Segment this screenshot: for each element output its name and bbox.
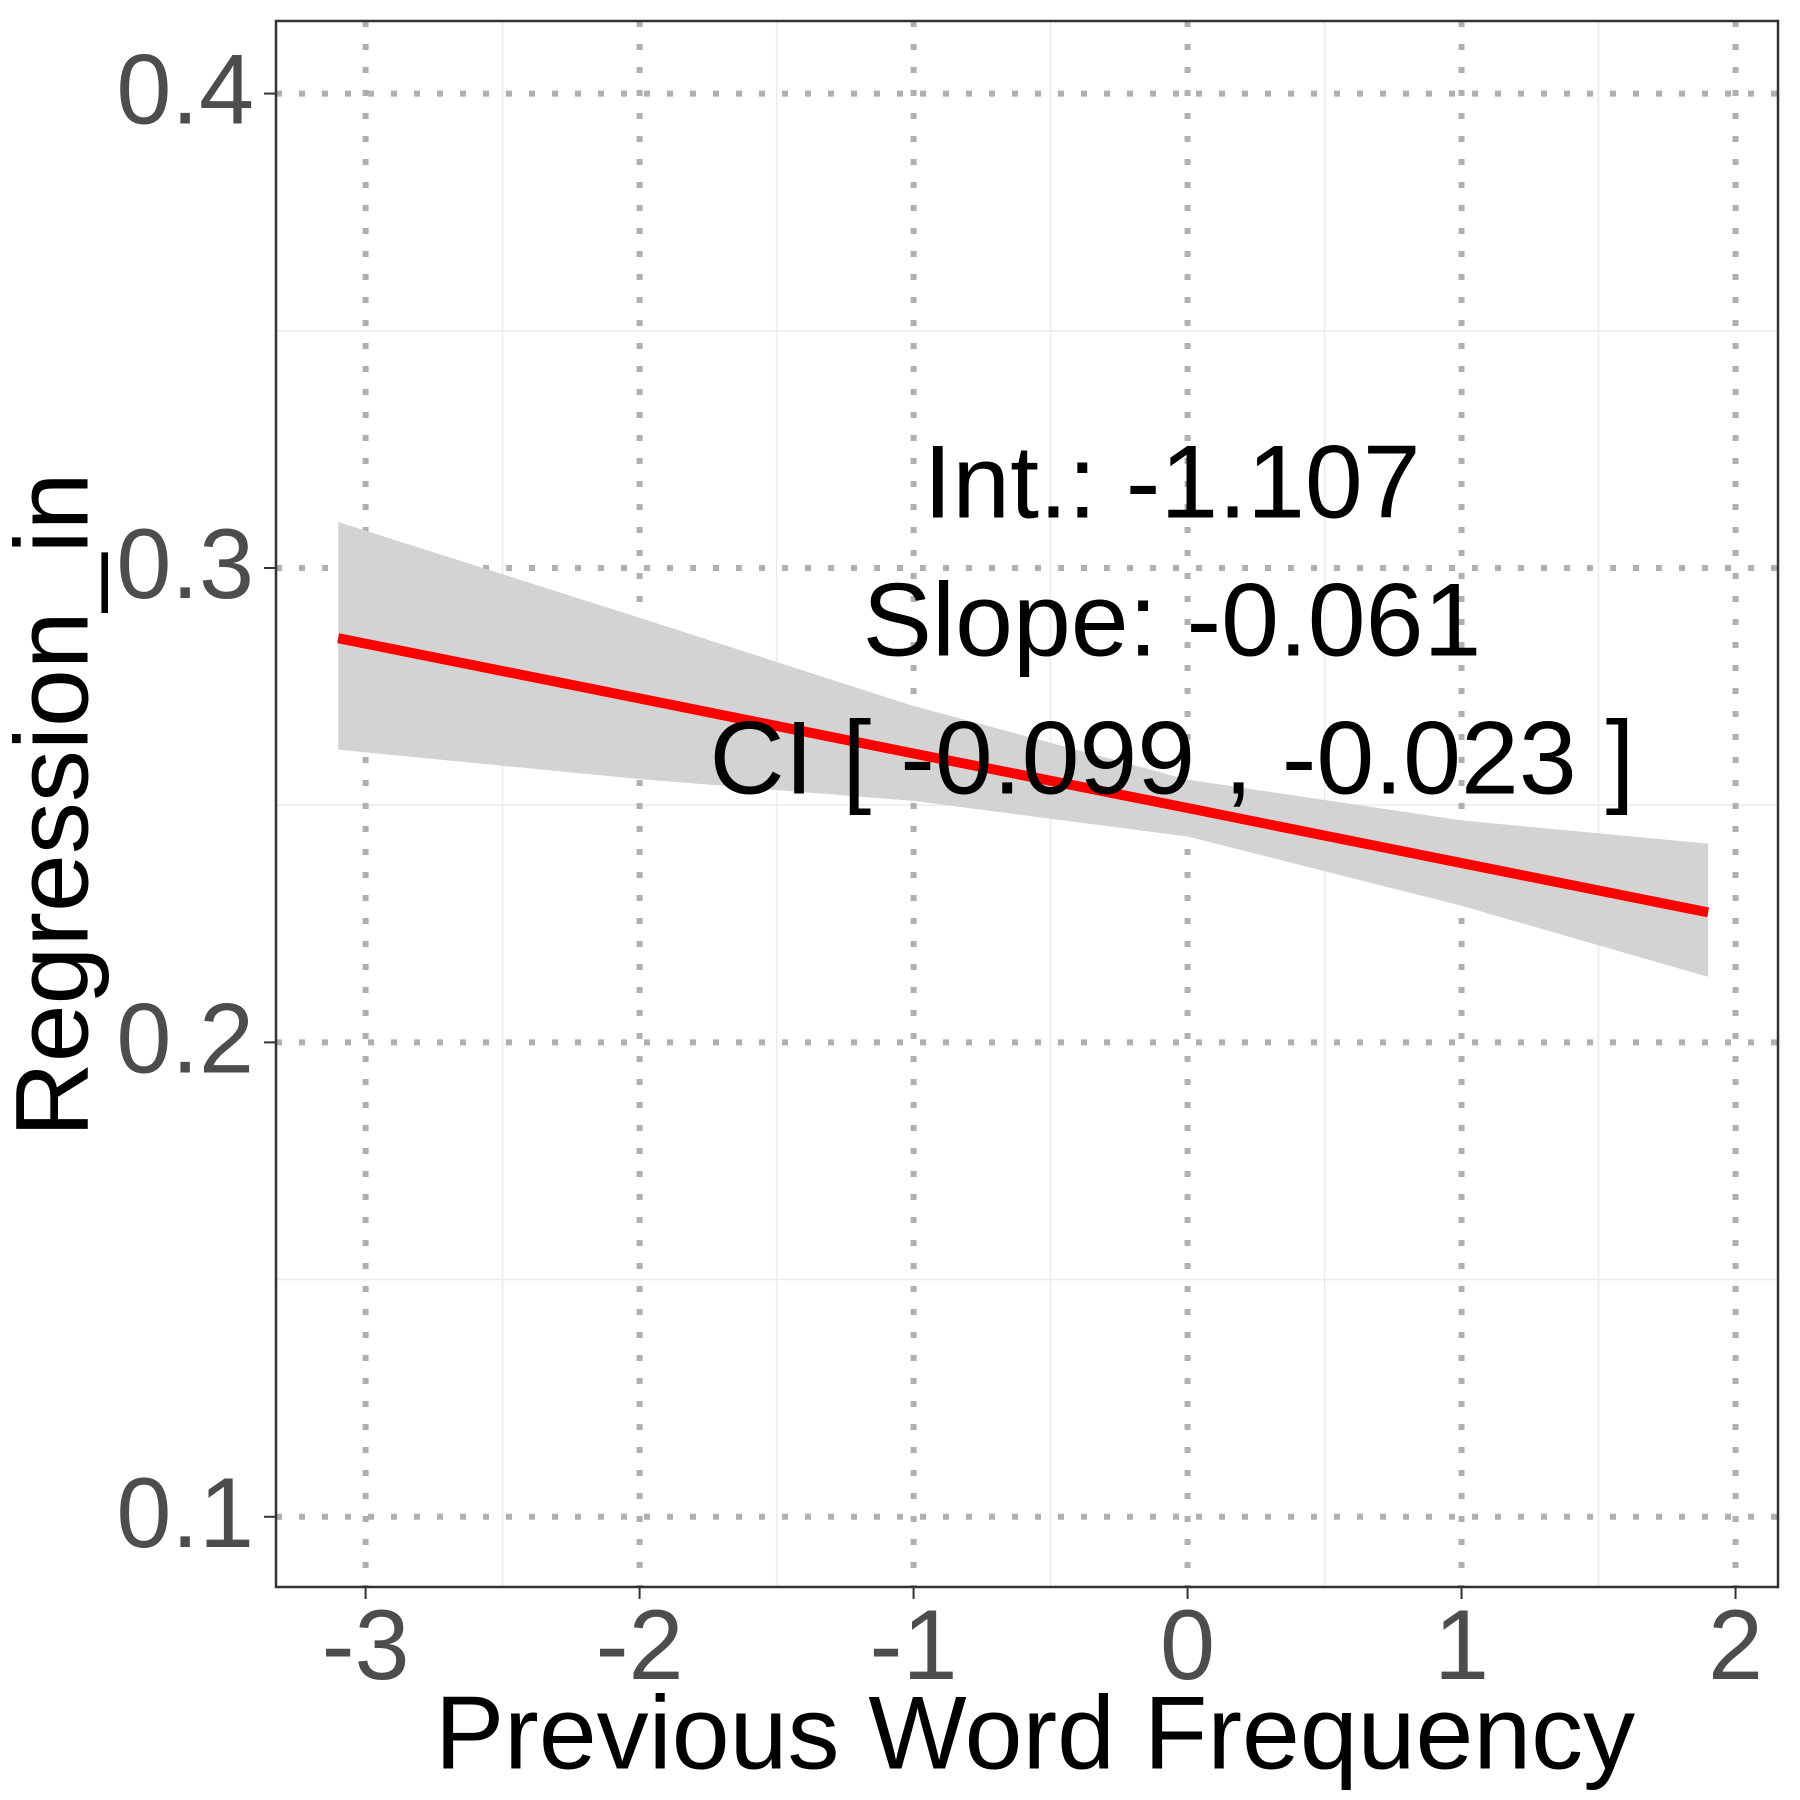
y-tick-label: 0.4 [116,34,254,145]
x-tick-label: -3 [322,1589,410,1700]
x-tick-label: -1 [870,1589,958,1700]
x-tick-label: 2 [1708,1589,1763,1700]
y-tick-label: 0.2 [116,983,254,1094]
annotation: Slope: -0.061 [863,562,1482,678]
regression-line [337,633,1710,918]
y-tick-label: 0.3 [116,508,254,619]
x-tick-label: -2 [596,1589,684,1700]
annotation: Int.: -1.107 [923,424,1420,540]
y-axis-title: Regression_in [0,473,110,1138]
y-tick-label: 0.1 [116,1457,254,1568]
x-tick-label: 1 [1434,1589,1489,1700]
x-tick-label: 0 [1160,1589,1215,1700]
x-axis-title: Previous Word Frequency [435,1675,1635,1791]
plot-border [274,19,1780,1589]
annotation: CI [ -0.099 , -0.023 ] [710,700,1635,816]
confidence-band [338,521,1709,977]
